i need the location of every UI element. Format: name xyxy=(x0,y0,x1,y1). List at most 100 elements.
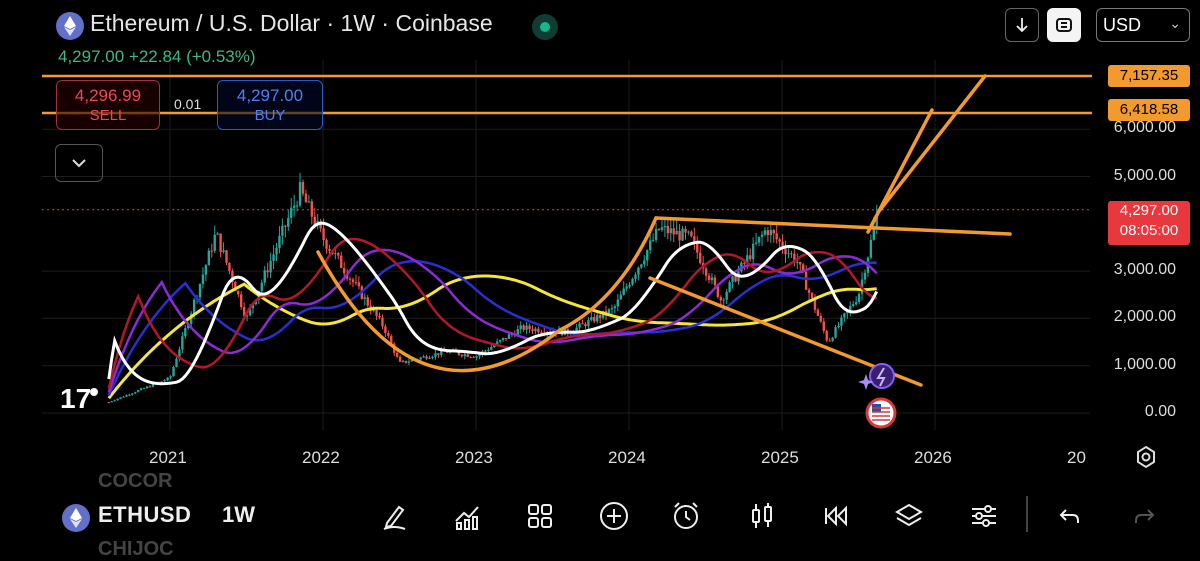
candle xyxy=(225,250,228,263)
candle xyxy=(407,361,411,363)
sell-button[interactable]: 4,296.99 SELL xyxy=(56,80,160,130)
candle xyxy=(307,201,311,203)
draw-tool-button[interactable] xyxy=(376,498,412,534)
lightning-icon xyxy=(876,367,886,387)
alert-button[interactable] xyxy=(668,498,704,534)
indicators-button[interactable] xyxy=(449,498,485,534)
candle xyxy=(290,207,293,218)
candle xyxy=(807,289,811,293)
candle xyxy=(681,228,684,241)
candle xyxy=(593,316,596,322)
layouts-button[interactable] xyxy=(522,498,558,534)
candle xyxy=(734,276,737,282)
candle xyxy=(493,344,496,347)
replay-button[interactable] xyxy=(818,498,854,534)
ethereum-logo-icon xyxy=(62,504,90,532)
candle xyxy=(134,392,137,394)
projection-line xyxy=(866,108,934,234)
candle xyxy=(128,394,131,396)
candle xyxy=(743,262,746,264)
candle xyxy=(522,325,525,330)
candle xyxy=(728,282,731,292)
candle xyxy=(325,240,328,249)
candle xyxy=(693,236,696,242)
add-button[interactable] xyxy=(596,498,632,534)
candle xyxy=(381,317,384,327)
sell-label: SELL xyxy=(89,107,127,124)
candle xyxy=(531,329,534,332)
collapse-panel-button[interactable] xyxy=(55,144,103,182)
bar-countdown: 08:05:00 xyxy=(1119,222,1179,239)
candle xyxy=(401,360,405,362)
candle xyxy=(690,231,693,237)
chevron-down-icon: ⌄ xyxy=(1169,15,1181,31)
undo-button[interactable] xyxy=(1052,498,1088,534)
candle xyxy=(799,262,802,265)
candle xyxy=(210,250,213,252)
y-axis-label: 0.00 xyxy=(1144,403,1176,420)
candle xyxy=(790,253,793,255)
candle xyxy=(746,255,749,263)
candle xyxy=(660,227,664,230)
currency-select[interactable]: USD ⌄ xyxy=(1096,8,1190,42)
candle xyxy=(840,317,843,326)
candle xyxy=(348,278,352,280)
candle xyxy=(245,315,249,317)
candle xyxy=(139,388,143,391)
candle xyxy=(122,396,125,398)
fullscreen-button[interactable] xyxy=(1047,8,1081,42)
candles-icon xyxy=(752,503,772,528)
candle xyxy=(304,193,308,203)
download-button[interactable] xyxy=(1005,8,1039,42)
buy-label: BUY xyxy=(254,107,286,124)
candle xyxy=(637,267,640,275)
timeframe-button[interactable]: 1W xyxy=(222,502,255,527)
candle xyxy=(863,272,867,280)
candle xyxy=(707,275,711,281)
candle xyxy=(654,228,658,240)
chart-type-button[interactable] xyxy=(744,498,780,534)
candle xyxy=(696,241,699,253)
download-arrow-icon xyxy=(1016,18,1028,33)
candle xyxy=(310,201,314,217)
layers-button[interactable] xyxy=(891,498,927,534)
symbol-title: Ethereum / U.S. Dollar · 1W · Coinbase xyxy=(90,10,493,36)
candle xyxy=(719,297,722,301)
candle xyxy=(487,349,490,351)
candle xyxy=(431,356,434,358)
candle xyxy=(284,225,287,227)
candle xyxy=(116,398,119,401)
candle xyxy=(754,242,758,244)
candle xyxy=(240,294,243,308)
redo-button[interactable] xyxy=(1126,498,1162,534)
candle xyxy=(207,250,211,266)
chart-settings-toolbar-button[interactable] xyxy=(966,498,1002,534)
candle xyxy=(781,241,784,249)
candle xyxy=(819,315,823,322)
candle xyxy=(228,262,231,272)
x-axis-label: 2023 xyxy=(455,448,493,467)
candle xyxy=(657,228,661,230)
moving-average-line xyxy=(107,274,877,400)
y-axis-label: 2,000.00 xyxy=(1113,308,1176,326)
candle xyxy=(337,253,340,256)
candle xyxy=(631,278,634,285)
buy-button[interactable]: 4,297.00 BUY xyxy=(217,80,323,130)
add-circle-icon xyxy=(600,502,628,530)
candle xyxy=(469,356,472,358)
candle xyxy=(372,309,375,311)
candle xyxy=(237,290,240,295)
chart-settings-button[interactable] xyxy=(1133,444,1159,475)
candle xyxy=(216,233,219,235)
x-axis-label: 2022 xyxy=(302,448,340,467)
symbol-button[interactable]: ETHUSD xyxy=(98,502,192,527)
indicators-icon xyxy=(455,506,479,530)
candle xyxy=(342,268,346,274)
x-axis-label: 2024 xyxy=(608,448,646,467)
candle xyxy=(275,247,278,255)
layouts-grid-icon xyxy=(528,504,552,528)
candle xyxy=(763,230,767,235)
candle xyxy=(619,294,622,300)
candle xyxy=(440,350,443,355)
